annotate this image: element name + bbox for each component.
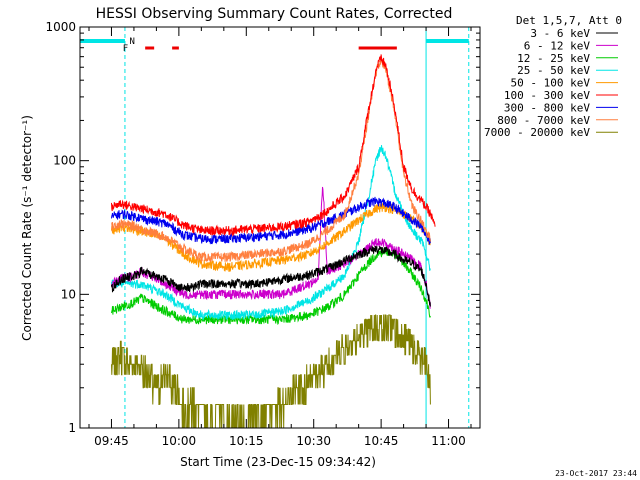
legend-label: 300 - 800 keV <box>504 101 590 114</box>
x-tick-label: 10:15 <box>229 434 264 448</box>
series-line <box>111 145 431 321</box>
legend-label: 25 - 50 keV <box>517 64 590 77</box>
y-tick-label: 1000 <box>45 20 76 34</box>
legend-label: 100 - 300 keV <box>504 89 590 102</box>
x-tick-label: 09:45 <box>94 434 129 448</box>
legend-label: 7000 - 20000 keV <box>484 126 590 139</box>
plot-frame <box>79 26 481 429</box>
series-line <box>111 186 431 309</box>
chart-title: HESSI Observing Summary Count Rates, Cor… <box>96 6 453 22</box>
legend-label: 50 - 100 keV <box>511 77 591 90</box>
y-tick-label: 1 <box>68 421 76 435</box>
legend-header: Det 1,5,7, Att 0 <box>516 14 622 27</box>
x-tick-label: 10:30 <box>296 434 331 448</box>
series-line <box>111 314 431 428</box>
x-tick-label: 10:45 <box>364 434 399 448</box>
generation-date: 23-Oct-2017 23:44 <box>555 469 637 478</box>
x-tick-label: 10:00 <box>162 434 197 448</box>
flag-label: F <box>123 44 128 54</box>
y-tick-label: 100 <box>53 154 76 168</box>
flag-label: N <box>129 37 134 47</box>
series-line <box>111 54 436 237</box>
x-tick-label: 11:00 <box>431 434 466 448</box>
legend-label: 800 - 7000 keV <box>497 114 590 127</box>
plot-area: NF <box>80 27 470 428</box>
series-line <box>111 196 431 245</box>
y-axis-label: Corrected Count Rate (s⁻¹ detector⁻¹) <box>20 115 34 341</box>
legend-label: 12 - 25 keV <box>517 52 590 65</box>
legend-label: 3 - 6 keV <box>530 27 590 40</box>
axes: 1 10 100 1000 09:45 10:00 10:15 10:30 10:45 11:00 <box>45 20 481 448</box>
y-tick-label: 10 <box>61 287 76 301</box>
series-line <box>111 246 431 326</box>
series-line <box>111 245 431 307</box>
x-axis-label: Start Time (23-Dec-15 09:34:42) <box>180 455 376 469</box>
legend-label: 6 - 12 keV <box>524 39 591 52</box>
